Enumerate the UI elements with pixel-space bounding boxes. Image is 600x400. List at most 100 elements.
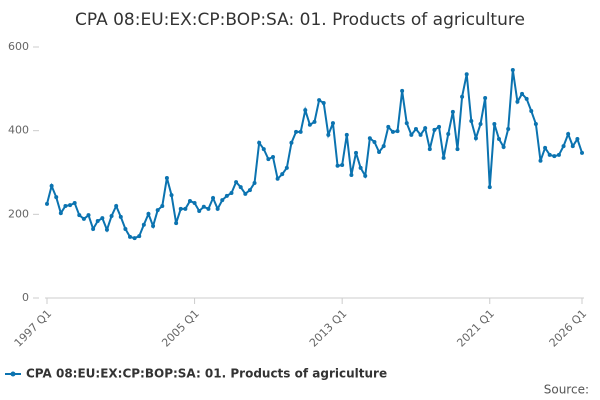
point: [91, 226, 96, 231]
point: [487, 185, 492, 190]
point: [363, 173, 368, 178]
point: [404, 121, 409, 126]
point: [81, 216, 86, 221]
point: [257, 140, 262, 145]
point: [446, 132, 451, 137]
point: [100, 216, 105, 221]
point: [164, 175, 169, 180]
point: [298, 129, 303, 134]
point: [483, 96, 488, 101]
point: [307, 122, 312, 127]
point: [432, 127, 437, 132]
point: [160, 203, 165, 208]
point: [58, 211, 63, 216]
point: [289, 140, 294, 145]
point: [312, 119, 317, 124]
point: [284, 165, 289, 170]
point: [510, 68, 515, 73]
point: [54, 195, 59, 200]
series-line: [46, 69, 583, 240]
point: [496, 137, 501, 142]
point: [206, 206, 211, 211]
point: [566, 132, 571, 137]
point: [330, 121, 335, 126]
point: [211, 196, 216, 201]
point: [155, 208, 160, 213]
point: [215, 206, 220, 211]
x-tick-label: 2026 Q1: [547, 307, 590, 350]
point: [381, 144, 386, 149]
point: [303, 108, 308, 113]
point: [552, 154, 557, 159]
point: [515, 99, 520, 104]
point: [358, 165, 363, 170]
point: [151, 224, 156, 229]
y-tick-label: 600: [8, 40, 29, 53]
legend-label: CPA 08:EU:EX:CP:BOP:SA: 01. Products of …: [26, 367, 387, 381]
point: [344, 132, 349, 137]
point: [524, 96, 529, 101]
point: [128, 234, 133, 239]
point: [460, 94, 465, 99]
point: [437, 124, 442, 129]
point: [501, 144, 506, 149]
point: [533, 121, 538, 126]
point: [340, 162, 345, 167]
point: [317, 98, 322, 103]
point: [400, 88, 405, 93]
point: [234, 180, 239, 185]
point: [132, 236, 137, 241]
point: [321, 101, 326, 106]
point: [95, 219, 100, 224]
chart-title: CPA 08:EU:EX:CP:BOP:SA: 01. Products of …: [75, 10, 525, 30]
point: [63, 203, 68, 208]
point: [220, 198, 225, 203]
point: [72, 201, 77, 206]
point: [266, 157, 271, 162]
y-tick-label: 200: [8, 207, 29, 220]
point: [49, 183, 54, 188]
point: [377, 150, 382, 155]
point: [520, 91, 525, 96]
point: [280, 172, 285, 177]
point: [114, 203, 119, 208]
point: [367, 136, 372, 141]
point: [538, 158, 543, 163]
point: [469, 119, 474, 124]
point: [169, 193, 174, 198]
point: [187, 198, 192, 203]
point: [561, 144, 566, 149]
point: [492, 121, 497, 126]
y-tick-label: 0: [22, 291, 29, 304]
point: [183, 206, 188, 211]
point: [349, 173, 354, 178]
point: [247, 188, 252, 193]
point: [580, 150, 584, 155]
point: [423, 126, 428, 131]
point: [386, 124, 391, 129]
point: [441, 155, 446, 160]
point: [192, 201, 197, 206]
point: [141, 222, 146, 227]
point: [427, 147, 432, 152]
point: [413, 126, 418, 131]
point: [294, 129, 299, 134]
point: [455, 147, 460, 152]
point: [390, 129, 395, 134]
point: [464, 72, 469, 77]
source: Source:: [544, 383, 589, 397]
point: [450, 109, 455, 114]
point: [529, 109, 534, 114]
point: [68, 203, 73, 208]
point: [197, 208, 202, 213]
point: [326, 132, 331, 137]
point: [118, 214, 123, 219]
point: [409, 132, 414, 137]
point: [506, 126, 511, 131]
point: [174, 221, 179, 226]
x-tick-label: 2005 Q1: [159, 307, 202, 350]
point: [243, 191, 248, 196]
point: [270, 155, 275, 160]
point: [137, 234, 142, 239]
